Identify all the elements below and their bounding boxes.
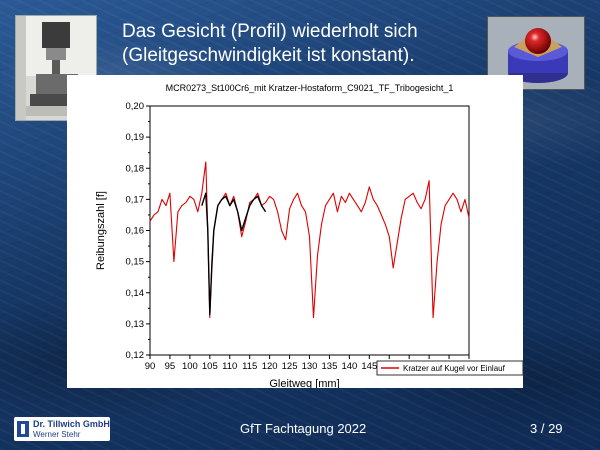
x-tick-label: 145 xyxy=(361,361,377,372)
logo-person-name: Werner Stehr xyxy=(33,430,81,439)
legend-box xyxy=(376,360,523,376)
x-tick-label: 110 xyxy=(222,361,237,372)
footer-page-number: 3 / 29 xyxy=(530,421,563,436)
x-tick-label: 140 xyxy=(341,361,357,372)
y-tick-label: 0,16 xyxy=(126,226,145,237)
logo-company-name: Dr. Tillwich GmbH xyxy=(33,419,110,429)
slide-title-line-1: Das Gesicht (Profil) wiederholt sich xyxy=(122,21,418,42)
y-axis-label: Reibungszahl [f] xyxy=(95,191,107,270)
y-tick-label: 0,14 xyxy=(126,288,145,299)
x-tick-label: 90 xyxy=(145,361,156,372)
friction-chart: MCR0273_St100Cr6_mit Kratzer-Hostaform_C… xyxy=(67,75,523,388)
x-tick-label: 95 xyxy=(165,361,176,372)
y-tick-label: 0,12 xyxy=(126,350,145,361)
y-tick-label: 0,18 xyxy=(126,163,145,174)
x-tick-label: 125 xyxy=(282,361,298,372)
y-tick-label: 0,13 xyxy=(126,319,145,330)
company-logo: Dr. Tillwich GmbH Werner Stehr xyxy=(14,417,110,441)
x-tick-label: 115 xyxy=(242,361,257,372)
series-line-kratzer xyxy=(149,161,470,319)
chart-svg: MCR0273_St100Cr6_mit Kratzer-Hostaform_C… xyxy=(95,83,523,388)
y-tick-label: 0,20 xyxy=(126,101,145,112)
x-tick-label: 100 xyxy=(182,361,198,372)
series-line-reference xyxy=(201,192,267,316)
slide-title-line-2: (Gleitgeschwindigkeit ist konstant). xyxy=(122,45,415,66)
x-axis-label: Gleitweg [mm] xyxy=(269,378,339,388)
plot-frame xyxy=(149,105,470,356)
logo-mark-icon xyxy=(17,421,29,437)
legend-label: Kratzer auf Kugel vor Einlauf xyxy=(403,364,506,373)
y-tick-label: 0,17 xyxy=(126,194,145,205)
footer-event: GfT Fachtagung 2022 xyxy=(240,421,367,436)
x-tick-label: 135 xyxy=(322,361,338,372)
y-tick-label: 0,15 xyxy=(126,257,145,268)
chart-title: MCR0273_St100Cr6_mit Kratzer-Hostaform_C… xyxy=(166,83,454,93)
y-tick-label: 0,19 xyxy=(126,132,145,143)
x-tick-label: 120 xyxy=(262,361,278,372)
x-tick-label: 105 xyxy=(202,361,218,372)
x-tick-label: 130 xyxy=(302,361,318,372)
slide-title: Das Gesicht (Profil) wiederholt sich (Gl… xyxy=(122,20,482,68)
